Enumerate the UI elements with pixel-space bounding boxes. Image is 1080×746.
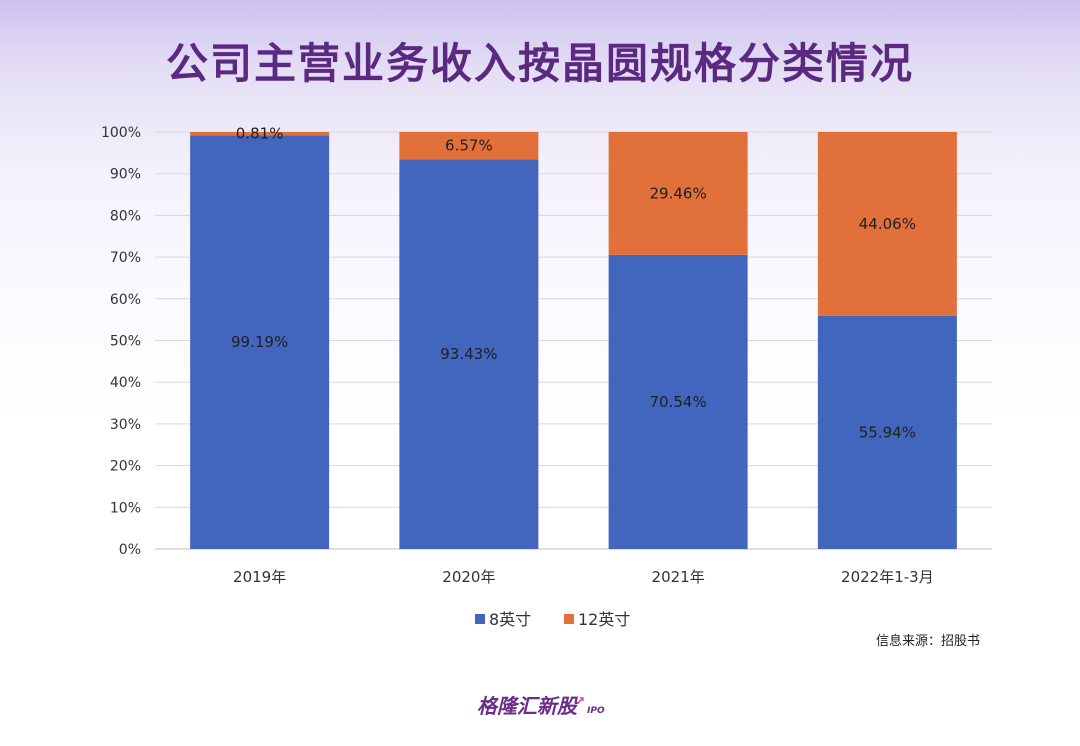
y-tick-label: 20% bbox=[110, 459, 141, 475]
bar-segment bbox=[817, 315, 957, 549]
brand-name: 格隆汇新股 bbox=[477, 694, 577, 718]
x-tick-label: 2019年 bbox=[233, 568, 286, 586]
chart-title: 公司主营业务收入按晶圆规格分类情况 bbox=[165, 39, 914, 88]
data-label: 55.94% bbox=[859, 423, 916, 441]
bar-segment bbox=[399, 132, 539, 160]
y-tick-label: 30% bbox=[110, 417, 141, 433]
y-tick-label: 10% bbox=[110, 500, 141, 516]
bar-segment bbox=[817, 132, 957, 316]
legend-label: 12英寸 bbox=[578, 610, 630, 629]
data-label: 44.06% bbox=[859, 215, 916, 233]
brand-suffix: IPO bbox=[587, 706, 605, 716]
bar-segment bbox=[608, 132, 748, 255]
y-tick-label: 90% bbox=[110, 167, 141, 183]
y-tick-label: 0% bbox=[119, 542, 141, 558]
source-note: 信息来源：招股书 bbox=[876, 634, 981, 649]
data-label: 0.81% bbox=[236, 125, 284, 143]
x-tick-label: 2021年 bbox=[652, 568, 705, 586]
data-label: 6.57% bbox=[445, 137, 493, 155]
bar-segment bbox=[190, 132, 330, 136]
brand-arrow-icon: ↗ bbox=[575, 694, 586, 708]
legend-swatch bbox=[475, 614, 485, 624]
x-tick-label: 2020年 bbox=[442, 568, 495, 586]
x-tick-label: 2022年1-3月 bbox=[841, 568, 934, 586]
bar-segment bbox=[190, 135, 330, 550]
y-tick-label: 70% bbox=[110, 250, 141, 266]
bar-segment bbox=[608, 254, 748, 549]
legend-swatch bbox=[564, 614, 574, 624]
y-tick-label: 60% bbox=[110, 292, 141, 308]
legend-label: 8英寸 bbox=[489, 610, 531, 629]
y-tick-label: 40% bbox=[110, 375, 141, 391]
data-label: 93.43% bbox=[440, 345, 497, 363]
data-label: 29.46% bbox=[650, 184, 707, 202]
y-tick-label: 80% bbox=[110, 208, 141, 224]
brand-logo: 格隆汇新股↗IPO bbox=[477, 690, 605, 719]
data-label: 70.54% bbox=[650, 393, 707, 411]
bar-segment bbox=[399, 159, 539, 549]
y-tick-label: 50% bbox=[110, 334, 141, 350]
data-label: 99.19% bbox=[231, 333, 288, 351]
y-tick-label: 100% bbox=[101, 125, 141, 141]
